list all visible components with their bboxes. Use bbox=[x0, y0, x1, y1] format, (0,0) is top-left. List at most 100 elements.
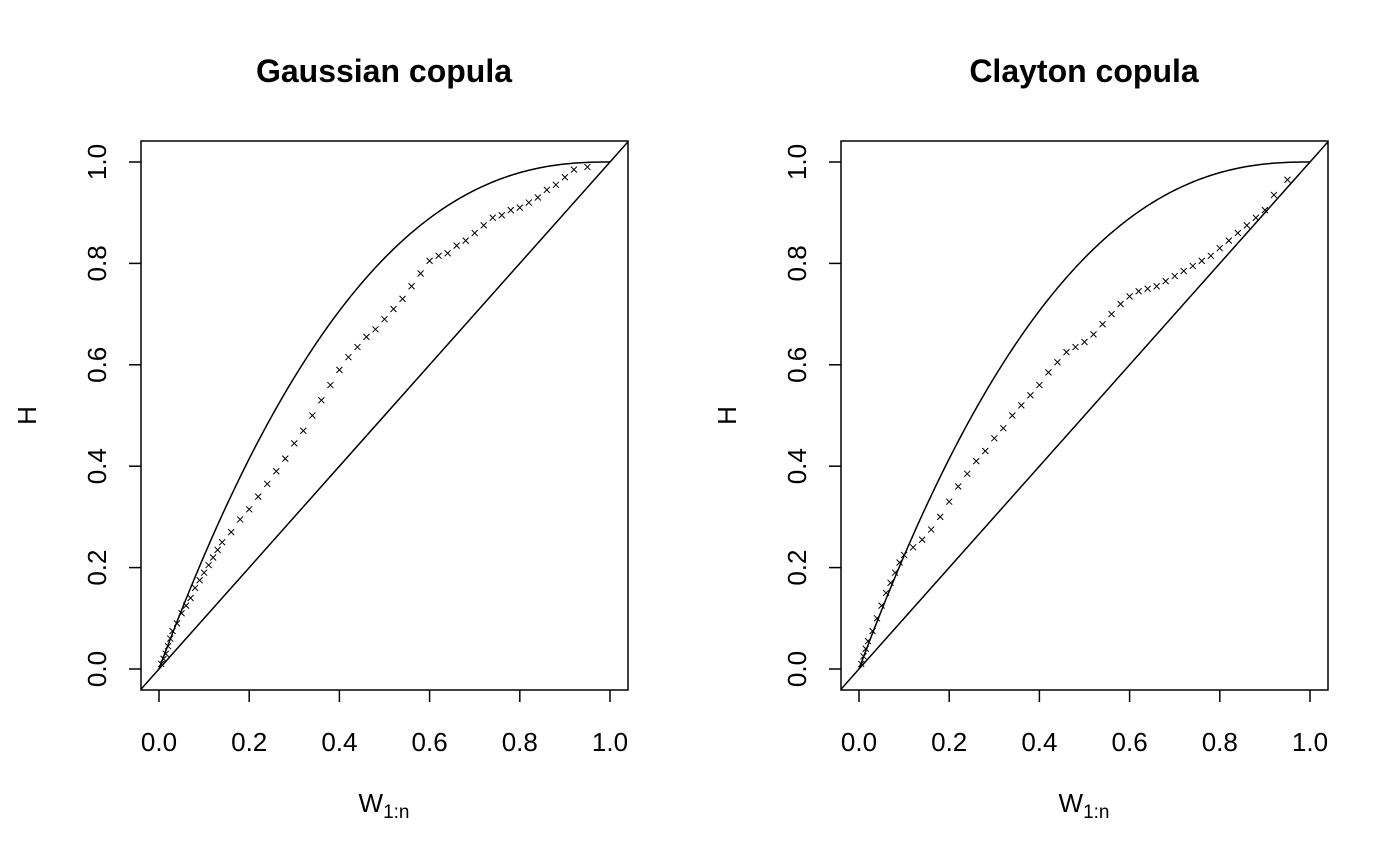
data-point bbox=[552, 181, 560, 189]
y-tick-label: 0.6 bbox=[782, 347, 812, 383]
data-point bbox=[318, 396, 325, 404]
data-point bbox=[882, 589, 890, 597]
data-point bbox=[471, 229, 479, 237]
data-point bbox=[453, 242, 461, 250]
chart-panel-2: Clayton copula 0.0 0.2 0.4 0.6 0.8 1.0 0.0 0.2 0.… bbox=[712, 53, 1329, 823]
data-point bbox=[584, 163, 591, 171]
y-tick-label: 0.6 bbox=[82, 347, 112, 383]
data-point bbox=[1018, 402, 1025, 409]
chart-panel-1: Gaussian copula 0.0 0.2 0.4 0.6 0.8 1.0 0.0 0.2 0… bbox=[12, 53, 629, 823]
data-point bbox=[336, 366, 343, 374]
data-point bbox=[290, 440, 298, 447]
y-tick-label: 0.4 bbox=[782, 448, 812, 484]
data-point bbox=[1252, 214, 1260, 222]
data-point bbox=[1008, 412, 1016, 419]
data-point bbox=[1045, 369, 1052, 376]
data-point bbox=[205, 561, 212, 569]
x-tick-label: 1.0 bbox=[1292, 727, 1328, 757]
x-tick-label: 0.2 bbox=[931, 727, 967, 757]
data-point bbox=[507, 206, 515, 214]
data-point bbox=[918, 536, 926, 544]
y-tick-label: 0.2 bbox=[82, 550, 112, 586]
data-point bbox=[534, 194, 542, 201]
data-point bbox=[178, 609, 185, 617]
data-point bbox=[981, 447, 989, 455]
data-point bbox=[1216, 244, 1224, 252]
x-tick-label: 0.2 bbox=[231, 727, 267, 757]
data-points bbox=[857, 176, 1291, 668]
data-point bbox=[896, 559, 903, 566]
data-point bbox=[426, 257, 433, 265]
data-point bbox=[160, 655, 167, 663]
x-axis-label: W1:n bbox=[1059, 788, 1110, 823]
data-point bbox=[860, 652, 867, 660]
data-point bbox=[462, 237, 470, 244]
data-point bbox=[200, 569, 208, 577]
data-point bbox=[489, 214, 497, 222]
data-point bbox=[1171, 272, 1179, 280]
data-point bbox=[191, 584, 199, 592]
data-point bbox=[1135, 287, 1142, 295]
chart-title: Gaussian copula bbox=[256, 53, 512, 89]
data-point bbox=[561, 173, 569, 181]
data-point bbox=[498, 211, 506, 219]
y-tick-label: 0.2 bbox=[782, 550, 812, 586]
data-point bbox=[214, 546, 221, 554]
data-point bbox=[1063, 348, 1070, 356]
data-point bbox=[263, 480, 271, 488]
data-point bbox=[480, 222, 488, 229]
data-point bbox=[218, 538, 226, 546]
upper-bound-curve bbox=[858, 161, 1310, 670]
data-point bbox=[173, 620, 181, 627]
data-point bbox=[254, 493, 262, 500]
data-point bbox=[909, 543, 917, 551]
y-tick-label: 0.4 bbox=[82, 448, 112, 484]
x-tick-label: 0.0 bbox=[841, 727, 877, 757]
data-point bbox=[245, 505, 253, 513]
data-point bbox=[182, 602, 190, 609]
data-point bbox=[936, 513, 944, 521]
data-point bbox=[857, 660, 865, 668]
data-point bbox=[345, 353, 352, 361]
data-point bbox=[272, 467, 280, 475]
x-axis-label-main: W bbox=[1059, 788, 1084, 818]
data-point bbox=[862, 645, 870, 653]
data-point bbox=[390, 305, 397, 313]
y-tick-label: 0.8 bbox=[82, 245, 112, 281]
data-point bbox=[990, 434, 998, 442]
data-point bbox=[891, 569, 899, 577]
y-tick-label: 1.0 bbox=[82, 144, 112, 180]
data-point bbox=[299, 427, 307, 435]
data-point bbox=[887, 579, 894, 587]
x-tick-label: 0.0 bbox=[141, 727, 177, 757]
data-point bbox=[1180, 267, 1188, 275]
data-point bbox=[327, 381, 334, 389]
data-point bbox=[525, 199, 533, 206]
data-point bbox=[162, 650, 170, 658]
data-point bbox=[372, 325, 379, 333]
y-axis-label: H bbox=[712, 406, 742, 425]
data-point bbox=[1117, 300, 1124, 308]
data-point bbox=[878, 602, 885, 609]
data-point bbox=[236, 516, 244, 523]
plot-frame bbox=[840, 140, 1329, 691]
data-point bbox=[1243, 222, 1251, 229]
y-tick-label: 1.0 bbox=[782, 144, 812, 180]
x-tick-label: 0.6 bbox=[412, 727, 448, 757]
data-points bbox=[157, 163, 591, 668]
data-point bbox=[1234, 229, 1242, 237]
data-point bbox=[444, 249, 451, 257]
data-point bbox=[1126, 293, 1133, 300]
data-point bbox=[864, 637, 872, 645]
data-point bbox=[570, 166, 578, 173]
data-point bbox=[1261, 206, 1269, 214]
data-point bbox=[1027, 391, 1034, 399]
data-point bbox=[381, 315, 388, 323]
x-tick-label: 0.8 bbox=[1202, 727, 1238, 757]
data-point bbox=[417, 270, 424, 277]
data-point bbox=[308, 412, 316, 419]
data-point bbox=[209, 554, 217, 561]
data-point bbox=[999, 424, 1007, 432]
data-point bbox=[187, 594, 194, 602]
data-point bbox=[1099, 320, 1106, 328]
